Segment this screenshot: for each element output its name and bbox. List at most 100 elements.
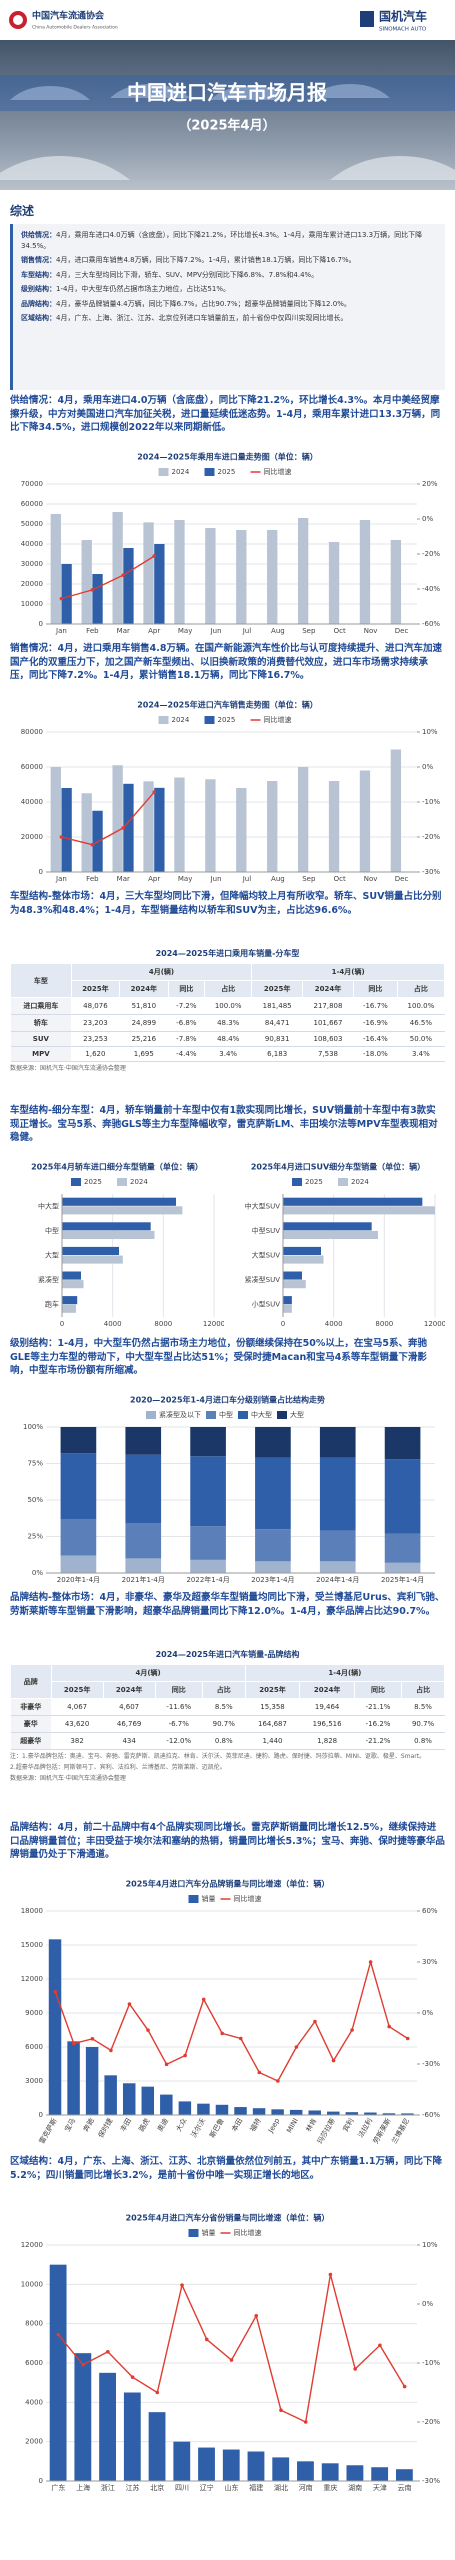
x-tick-label: 山东 <box>225 2483 239 2492</box>
bar <box>283 1197 423 1206</box>
line-point <box>72 2041 76 2046</box>
table-cell: 164,687 <box>245 1715 300 1733</box>
line-point <box>152 554 157 558</box>
bar <box>364 2112 377 2115</box>
summary-item: 车型结构：4月，三大车型均同比下滑，轿车、SUV、MPV分别同比下降6.8%、7… <box>21 270 437 281</box>
line-point <box>155 2390 160 2395</box>
summary-item: 销售情况：4月，进口乘用车销售4.8万辆，同比下降7.2%。1-4月，累计销售1… <box>21 255 437 266</box>
legend-swatch <box>204 468 215 476</box>
summary-label: 级别结构： <box>21 285 56 293</box>
bar <box>198 2447 215 2481</box>
table-cell: -21.1% <box>354 1698 402 1716</box>
x-tick-label: 林肯 <box>304 2117 319 2134</box>
x-tick-label: Jan <box>55 627 67 635</box>
bar-segment <box>255 1561 291 1573</box>
y2-tick-label: -20% <box>422 2418 440 2426</box>
line-point <box>276 2079 280 2083</box>
table-row: 进口乘用车 48,076 51,810 -7.2% 100.0% 181,485 217,8… <box>10 997 445 1015</box>
table-cell: 43,620 <box>51 1715 104 1733</box>
y2-tick-label: 10% <box>422 728 438 736</box>
bar-segment <box>190 1456 226 1527</box>
y2-tick-label: 0% <box>422 2300 433 2308</box>
y2-tick-label: 0% <box>422 2009 433 2017</box>
table-cell: 4,607 <box>103 1698 156 1716</box>
bar <box>328 542 340 624</box>
y-tick-label: 20000 <box>21 833 43 841</box>
x-tick-label: 丰田 <box>118 2117 133 2134</box>
x-tick-label: Jul <box>242 875 252 883</box>
table-cell: 1,828 <box>299 1732 355 1750</box>
x-tick-label: Aug <box>271 875 285 883</box>
x-tick-label: 2023年1-4月 <box>251 1575 294 1584</box>
table-cell: -12.0% <box>155 1732 203 1750</box>
table-title: 2024—2025年进口汽车销量-品牌结构 <box>155 1650 300 1659</box>
table-note: 数据来源：国机汽车·中国汽车流通协会整理 <box>10 1775 126 1782</box>
y-tick-label: 6000 <box>25 2043 43 2051</box>
bar <box>67 2041 80 2115</box>
line-point <box>368 1960 373 1964</box>
bar-segment <box>255 1457 291 1530</box>
y2-tick-label: -10% <box>422 2359 440 2367</box>
summary-text: 4月，进口乘用车销售4.8万辆，同比下降7.2%。1-4月，累计销售18.1万辆… <box>56 256 356 264</box>
x-tick-label: 2021年1-4月 <box>122 1575 165 1584</box>
line-point <box>238 2036 243 2041</box>
bar <box>85 2047 99 2115</box>
line-point <box>405 2036 410 2041</box>
bar <box>62 1255 123 1264</box>
table-cell: 15,358 <box>245 1698 300 1716</box>
y-tick-label: 60000 <box>21 500 43 508</box>
table-cell: MPV <box>10 1046 72 1062</box>
chart-title: 2020—2025年1-4月进口车分级别销量占比结构走势 <box>130 1395 325 1405</box>
y-tick-label: 中型 <box>45 1226 59 1235</box>
y-tick-label: 70000 <box>21 480 43 488</box>
table-row: 超豪华 382 434 -12.0% 0.8% 1,440 1,828 -21.2% 0.8% <box>10 1732 445 1750</box>
bar <box>62 1230 155 1240</box>
line-point <box>56 2332 61 2337</box>
summary-item: 区域结构：4月，广东、上海、浙江、江苏、北京位列进口车销量前五，前十省份中仅四川… <box>21 313 437 324</box>
table-note: 数据来源：国机汽车·中国汽车流通协会整理 <box>10 1065 126 1072</box>
x-tick-label: Feb <box>86 627 99 635</box>
summary-text: 4月，广东、上海、浙江、江苏、北京位列进口车销量前五，前十省份中仅四川实现同比增… <box>56 314 348 322</box>
bar <box>297 2461 314 2481</box>
y2-tick-label: -60% <box>422 620 440 628</box>
x-tick-label: 12000 <box>203 1320 224 1328</box>
twin-charts: 2025年4月轿车进口细分车型销量（单位：辆） 2025 2024 0 4000 8000… <box>10 1158 455 1333</box>
bar <box>173 2441 191 2481</box>
x-tick-label: 2022年1-4月 <box>186 1575 229 1584</box>
bar <box>271 2109 284 2115</box>
table-cell: 23,203 <box>71 1014 120 1032</box>
table-cell: 101,667 <box>302 1014 354 1032</box>
x-tick-label: Dec <box>395 627 409 635</box>
table-cell: 108,603 <box>302 1031 354 1047</box>
table-cell: 84,471 <box>251 1014 303 1032</box>
bar <box>62 1197 176 1206</box>
legend-label: 2024 <box>351 1178 369 1186</box>
bar <box>234 2107 247 2115</box>
header-cell: 同比 <box>353 1681 403 1699</box>
bar <box>112 765 123 872</box>
y-tick-label: 3000 <box>25 2077 43 2085</box>
bar <box>143 522 154 624</box>
summary-label: 区域结构： <box>21 314 56 322</box>
bar-segment <box>255 1529 291 1562</box>
line-point <box>152 790 157 794</box>
y-tick-label: 10000 <box>21 600 43 608</box>
line-point <box>164 2062 169 2067</box>
bar <box>345 2112 359 2115</box>
legend-swatch <box>292 1178 302 1186</box>
x-tick-label: 宝马 <box>62 2117 77 2134</box>
hero: 中国进口汽车市场月报 （2025年4月） <box>0 40 455 190</box>
x-tick-label: Jun <box>210 627 222 635</box>
chart: 2025年4月进口SUV细分车型销量（单位：辆） 2025 2024 0 4000 800… <box>245 1162 445 1329</box>
bar-segment <box>319 1561 356 1573</box>
bar <box>283 1280 306 1289</box>
bar-segment <box>384 1427 421 1460</box>
table-block: 2024—2025年进口汽车销量-品牌结构 品牌 4月(辆) 1-4月(辆) 2025年… <box>10 1645 445 1817</box>
x-tick-label: 广东 <box>51 2483 65 2492</box>
x-tick-label: 四川 <box>175 2484 189 2492</box>
table-row: 非豪华 4,067 4,607 -11.6% 8.5% 15,358 19,464 -21.1… <box>10 1698 445 1716</box>
line-point <box>53 1989 58 1994</box>
table-row: SUV 23,253 25,216 -7.8% 48.4% 90,831 108,603 -1… <box>10 1031 445 1047</box>
legend-swatch <box>188 2229 199 2237</box>
table-cell: 46,769 <box>103 1715 156 1733</box>
